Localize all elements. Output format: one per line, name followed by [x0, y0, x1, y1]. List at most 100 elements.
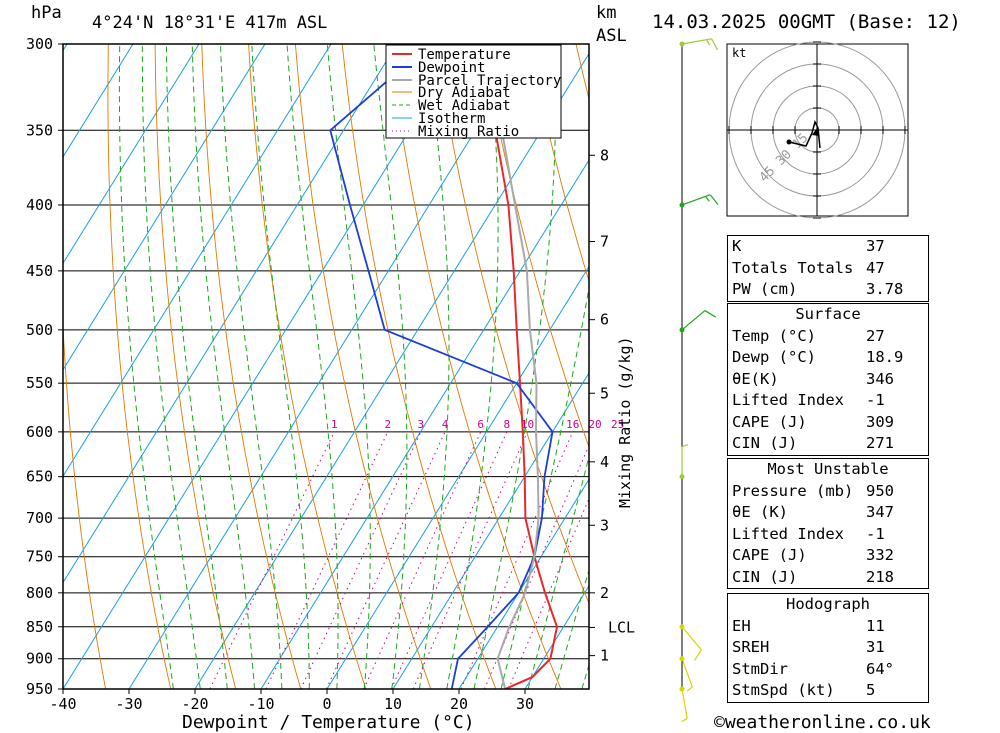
height-tick-label: LCL — [608, 618, 635, 636]
hodograph-index-value: 11 — [866, 616, 885, 635]
wind-barb-half-flag — [681, 718, 688, 723]
isotherm-line — [194, 52, 589, 689]
most-unstable-index-row: CIN (J) 218 — [728, 567, 928, 589]
surface-index-value: 18.9 — [866, 348, 904, 366]
wet-adiabat-line — [141, 44, 201, 689]
pressure-tick-label: 900 — [26, 650, 53, 668]
indices-table-most-unstable: Most Unstable Pressure (mb) 950 θE (K) 347 L… — [727, 458, 929, 589]
wet-adiabat-line — [446, 44, 499, 689]
isotherm-line — [63, 44, 134, 158]
wind-barb-staff — [681, 658, 693, 688]
most-unstable-index-label: CAPE (J) — [732, 546, 807, 564]
isotherm-line — [0, 44, 1, 689]
pressure-tick-label: 300 — [26, 35, 53, 53]
hodograph-index-value: 5 — [866, 681, 876, 699]
wet-adiabat-line — [191, 44, 255, 689]
wind-barb-staff — [681, 310, 706, 331]
isotherm-line — [260, 159, 589, 689]
indices-table-general: K 37 Totals Totals 47 PW (cm) 3.78 — [727, 235, 929, 302]
copyright: ©weatheronline.co.uk — [714, 712, 931, 733]
mixing-ratio-axis-title: Mixing Ratio (g/kg) — [616, 336, 634, 508]
surface-index-label: CIN (J) — [732, 434, 798, 452]
surface-index-label: Dewp (°C) — [732, 348, 816, 366]
pressure-tick-label: 700 — [26, 509, 53, 527]
legend-wet-adiabat: Wet Adiabat — [418, 98, 511, 114]
surface-index-value: 309 — [866, 412, 894, 431]
mixing-ratio-label: 3 — [417, 418, 424, 431]
x-tick-label: -30 — [115, 695, 142, 713]
hodograph-index-value: 31 — [866, 638, 885, 656]
wind-barb-staff — [681, 626, 702, 651]
hodograph-index-label: StmDir — [732, 659, 788, 678]
legend-dewpoint: Dewpoint — [418, 60, 485, 76]
most-unstable-index-value: 950 — [866, 481, 894, 500]
most-unstable-index-value: 347 — [866, 503, 894, 521]
most-unstable-index-label: Pressure (mb) — [732, 481, 854, 500]
height-tick-label: 5 — [600, 384, 609, 402]
surface-index-label: CAPE (J) — [732, 412, 807, 431]
general-index-value: 37 — [866, 237, 885, 255]
wind-barb-half-flag — [681, 444, 689, 448]
pressure-tick-label: 950 — [26, 680, 53, 698]
datetime-title: 14.03.2025 00GMT (Base: 12) — [652, 11, 961, 33]
hodograph-index-row: StmDir 64° — [728, 659, 928, 681]
mixing-ratio-labels: 1 2 3 4 6 8 10 16 20 25 — [331, 418, 624, 431]
mixing-ratio-line — [412, 431, 528, 689]
pressure-tick-label: 650 — [26, 468, 53, 486]
wind-barb-dot — [679, 202, 685, 208]
hodograph-index-label: EH — [732, 616, 751, 635]
general-index-row: Totals Totals 47 — [728, 258, 928, 280]
wind-barb-staff — [681, 38, 712, 45]
pressure-unit: hPa — [31, 3, 62, 23]
x-tick-label: 20 — [450, 695, 468, 713]
mixing-ratio-label: 8 — [503, 418, 510, 431]
mixing-ratio-line — [209, 431, 335, 689]
height-tick-label: 2 — [600, 584, 609, 602]
dry-adiabat-line — [201, 44, 302, 689]
surface-index-row: CIN (J) 271 — [728, 433, 928, 455]
dry-adiabat-line — [482, 44, 589, 449]
surface-index-label: Lifted Index — [732, 391, 844, 409]
x-tick-label: -10 — [247, 695, 274, 713]
surface-index-value: 346 — [866, 369, 894, 388]
surface-title: Surface — [795, 305, 861, 323]
height-tick-label: 6 — [600, 311, 609, 329]
curve-layer — [329, 44, 559, 689]
mixing-ratio-label: 4 — [442, 418, 449, 431]
height-tick-label: 8 — [600, 146, 609, 164]
wet-adiabat-line — [165, 44, 228, 689]
most-unstable-index-row: Pressure (mb) 950 — [728, 481, 928, 503]
most-unstable-index-value: -1 — [866, 524, 885, 543]
wet-adiabat-line — [527, 454, 589, 689]
legend-dry-adiabat: Dry Adiabat — [418, 85, 511, 101]
hodograph-index-value: 64° — [866, 659, 894, 678]
x-tick-label: -20 — [181, 695, 208, 713]
indices-table-hodograph: Hodograph EH 11 SREH 31 StmDir 64° StmSpd (kt)… — [727, 593, 929, 703]
legend-mixing-ratio: Mixing Ratio — [418, 124, 519, 140]
isotherm-line — [63, 44, 332, 478]
wind-barb-staff — [681, 688, 688, 719]
x-tick-label: 30 — [516, 695, 534, 713]
isotherm-line — [326, 265, 589, 689]
wind-barb-dot — [679, 41, 685, 47]
series-parcel-trajectory — [475, 44, 540, 689]
hodograph-trace — [788, 119, 821, 149]
dry-adiabat-line — [63, 316, 107, 689]
general-index-label: Totals Totals — [732, 258, 854, 277]
wind-barb-flag — [704, 310, 717, 318]
pressure-tick-label: 800 — [26, 584, 53, 602]
x-tick-label: -40 — [49, 695, 76, 713]
mixing-ratio-label: 6 — [477, 418, 484, 431]
hodograph-title: Hodograph — [786, 595, 870, 613]
general-index-row: PW (cm) 3.78 — [728, 279, 928, 301]
surface-index-label: θE(K) — [732, 369, 779, 388]
x-axis-title: Dewpoint / Temperature (°C) — [182, 712, 475, 733]
dry-adiabat-line — [154, 44, 237, 689]
general-index-label: PW (cm) — [732, 280, 798, 298]
height-tick-label: 3 — [600, 516, 609, 534]
most-unstable-title: Most Unstable — [767, 460, 889, 478]
surface-index-row: Lifted Index -1 — [728, 390, 928, 412]
wind-barb-flag — [709, 194, 719, 205]
dry-adiabat-line — [248, 44, 367, 689]
pressure-tick-label: 600 — [26, 423, 53, 441]
